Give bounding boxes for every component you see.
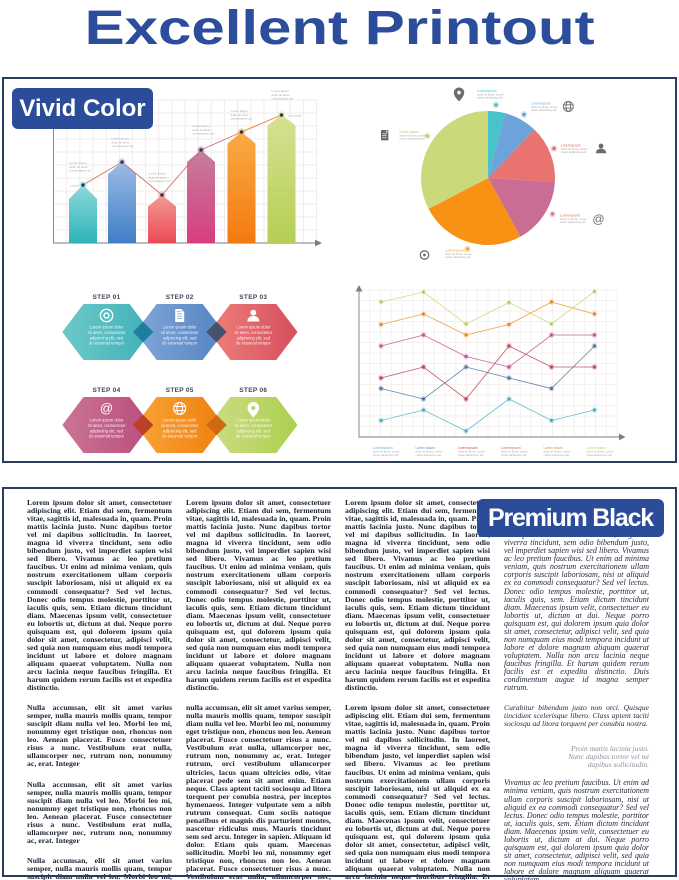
svg-text:dolor sit amet, conse: dolor sit amet, conse: [561, 147, 588, 151]
svg-text:do eiusmod tempor: do eiusmod tempor: [162, 341, 198, 346]
svg-text:dolor sit amet, conse: dolor sit amet, conse: [501, 450, 528, 454]
svg-text:@: @: [100, 401, 113, 416]
svg-text:Lorem ipsum: Lorem ipsum: [70, 161, 88, 165]
svg-text:dolor sit amet, conse: dolor sit amet, conse: [416, 450, 443, 454]
svg-text:STEP 01: STEP 01: [93, 294, 121, 301]
svg-text:adipiscing elit, sed: adipiscing elit, sed: [90, 335, 124, 340]
svg-text:ctetur adipiscing elit: ctetur adipiscing elit: [501, 453, 527, 457]
svg-text:Lorem: Lorem: [70, 184, 79, 188]
svg-text:sit amet, consectetur: sit amet, consectetur: [88, 330, 126, 335]
svg-text:Lorem ipsum: Lorem ipsum: [501, 446, 521, 450]
svg-text:ctetur adipiscing elit: ctetur adipiscing elit: [587, 453, 613, 457]
svg-text:adipiscing elit, sed: adipiscing elit, sed: [163, 335, 197, 340]
svg-text:sit amet, consectetur: sit amet, consectetur: [234, 330, 272, 335]
svg-text:Lorem ipsum: Lorem ipsum: [458, 446, 478, 450]
svg-text:dolor sit amet, conse: dolor sit amet, conse: [544, 450, 571, 454]
svg-text:do eiusmod tempor: do eiusmod tempor: [162, 434, 198, 439]
svg-text:adipiscing elit, sed: adipiscing elit, sed: [163, 428, 197, 433]
svg-text:Lorem ipsum: Lorem ipsum: [193, 124, 211, 128]
svg-text:Lorem ipsum: Lorem ipsum: [416, 446, 436, 450]
svg-text:ctetur adipiscing elit: ctetur adipiscing elit: [373, 453, 399, 457]
svg-text:dolor sit amet, conse: dolor sit amet, conse: [400, 134, 427, 138]
svg-text:dolor sit amet: dolor sit amet: [272, 93, 290, 97]
svg-text:Lorem ipsum: Lorem ipsum: [587, 446, 607, 450]
svg-text:do eiusmod tempor: do eiusmod tempor: [89, 341, 125, 346]
svg-text:ctetur adipiscing elit: ctetur adipiscing elit: [560, 220, 586, 224]
svg-text:Lorem ips: Lorem ips: [288, 114, 302, 118]
svg-text:Lorem ipsum: Lorem ipsum: [445, 249, 465, 253]
svg-text:ctetur adipiscing elit: ctetur adipiscing elit: [458, 453, 484, 457]
svg-text:Lorem ipsum: Lorem ipsum: [477, 89, 497, 93]
svg-text:dolor sit amet: dolor sit amet: [149, 175, 167, 179]
svg-text:dolor sit amet, conse: dolor sit amet, conse: [458, 450, 485, 454]
svg-text:dolor sit amet: dolor sit amet: [193, 128, 211, 132]
svg-text:dolor sit amet, conse: dolor sit amet, conse: [587, 450, 614, 454]
svg-text:sit amet, consectetur: sit amet, consectetur: [161, 330, 199, 335]
svg-text:Lorem ipsum: Lorem ipsum: [400, 130, 420, 134]
svg-text:Lorem ipsum: Lorem ipsum: [544, 446, 564, 450]
svg-text:ctetur adipiscing elit: ctetur adipiscing elit: [477, 96, 503, 100]
svg-text:dolor sit amet, conse: dolor sit amet, conse: [373, 450, 400, 454]
svg-text:Lorem ipsum: Lorem ipsum: [149, 172, 167, 176]
svg-text:consectetuer ad: consectetuer ad: [112, 144, 134, 148]
svg-text:ctetur adipiscing elit: ctetur adipiscing elit: [400, 137, 426, 141]
svg-text:Lorem ipsum dolor: Lorem ipsum dolor: [163, 325, 198, 330]
svg-text:Lorem ipsum: Lorem ipsum: [373, 446, 393, 450]
svg-text:Lorem ipsum: Lorem ipsum: [112, 137, 130, 141]
svg-text:Lorem ipsum dolor: Lorem ipsum dolor: [163, 418, 198, 423]
svg-text:dolor sit amet: dolor sit amet: [70, 165, 88, 169]
svg-text:Lorem ipsum: Lorem ipsum: [231, 109, 249, 113]
svg-text:ctetur adipiscing elit: ctetur adipiscing elit: [416, 453, 442, 457]
svg-text:consectetuer ad: consectetuer ad: [272, 97, 294, 101]
svg-text:ctetur adipiscing elit: ctetur adipiscing elit: [445, 255, 471, 259]
svg-text:Lorem ipsum: Lorem ipsum: [531, 102, 551, 106]
svg-text:STEP 05: STEP 05: [166, 387, 194, 394]
svg-text:@: @: [592, 212, 604, 226]
svg-text:consectetuer ad: consectetuer ad: [149, 179, 171, 183]
svg-text:consectetuer ad: consectetuer ad: [231, 117, 253, 121]
svg-text:Lorem ipsum dolor: Lorem ipsum dolor: [90, 418, 125, 423]
svg-text:dolor sit amet, conse: dolor sit amet, conse: [477, 93, 504, 97]
svg-text:do eiusmod tempor: do eiusmod tempor: [236, 434, 272, 439]
svg-text:STEP 04: STEP 04: [93, 387, 121, 394]
svg-text:dolor sit amet: dolor sit amet: [231, 113, 249, 117]
svg-text:Lorem ipsum dolor: Lorem ipsum dolor: [236, 418, 271, 423]
svg-text:consectetuer ad: consectetuer ad: [193, 132, 215, 136]
svg-text:dolor sit amet, conse: dolor sit amet, conse: [531, 105, 558, 109]
svg-text:Lorem ipsum: Lorem ipsum: [560, 214, 580, 218]
svg-text:consectetuer ad: consectetuer ad: [70, 169, 92, 173]
svg-text:Lorem ipsum dolor: Lorem ipsum dolor: [236, 325, 271, 330]
svg-text:do eiusmod tempor: do eiusmod tempor: [236, 341, 272, 346]
svg-text:adipiscing elit, sed: adipiscing elit, sed: [237, 335, 271, 340]
svg-text:adipiscing elit, sed: adipiscing elit, sed: [90, 428, 124, 433]
svg-text:Lorem ipsum dolor: Lorem ipsum dolor: [90, 325, 125, 330]
svg-text:sit amet, consectetur: sit amet, consectetur: [161, 423, 199, 428]
svg-text:ctetur adipiscing elit: ctetur adipiscing elit: [544, 453, 570, 457]
svg-text:ctetur adipiscing elit: ctetur adipiscing elit: [561, 150, 587, 154]
svg-text:STEP 06: STEP 06: [239, 387, 267, 394]
svg-text:STEP 03: STEP 03: [239, 294, 267, 301]
svg-text:STEP 02: STEP 02: [166, 294, 194, 301]
svg-text:dolor sit amet, conse: dolor sit amet, conse: [560, 217, 587, 221]
svg-text:sit amet, consectetur: sit amet, consectetur: [234, 423, 272, 428]
svg-text:Lorem ipsum: Lorem ipsum: [561, 144, 581, 148]
svg-text:do eiusmod tempor: do eiusmod tempor: [89, 434, 125, 439]
svg-text:ctetur adipiscing elit: ctetur adipiscing elit: [531, 108, 557, 112]
svg-text:adipiscing elit, sed: adipiscing elit, sed: [237, 428, 271, 433]
svg-text:sit amet, consectetur: sit amet, consectetur: [88, 423, 126, 428]
svg-text:dolor sit amet: dolor sit amet: [112, 140, 130, 144]
svg-text:Lorem ipsum: Lorem ipsum: [272, 89, 290, 93]
svg-text:dolor sit amet, conse: dolor sit amet, conse: [445, 252, 472, 256]
